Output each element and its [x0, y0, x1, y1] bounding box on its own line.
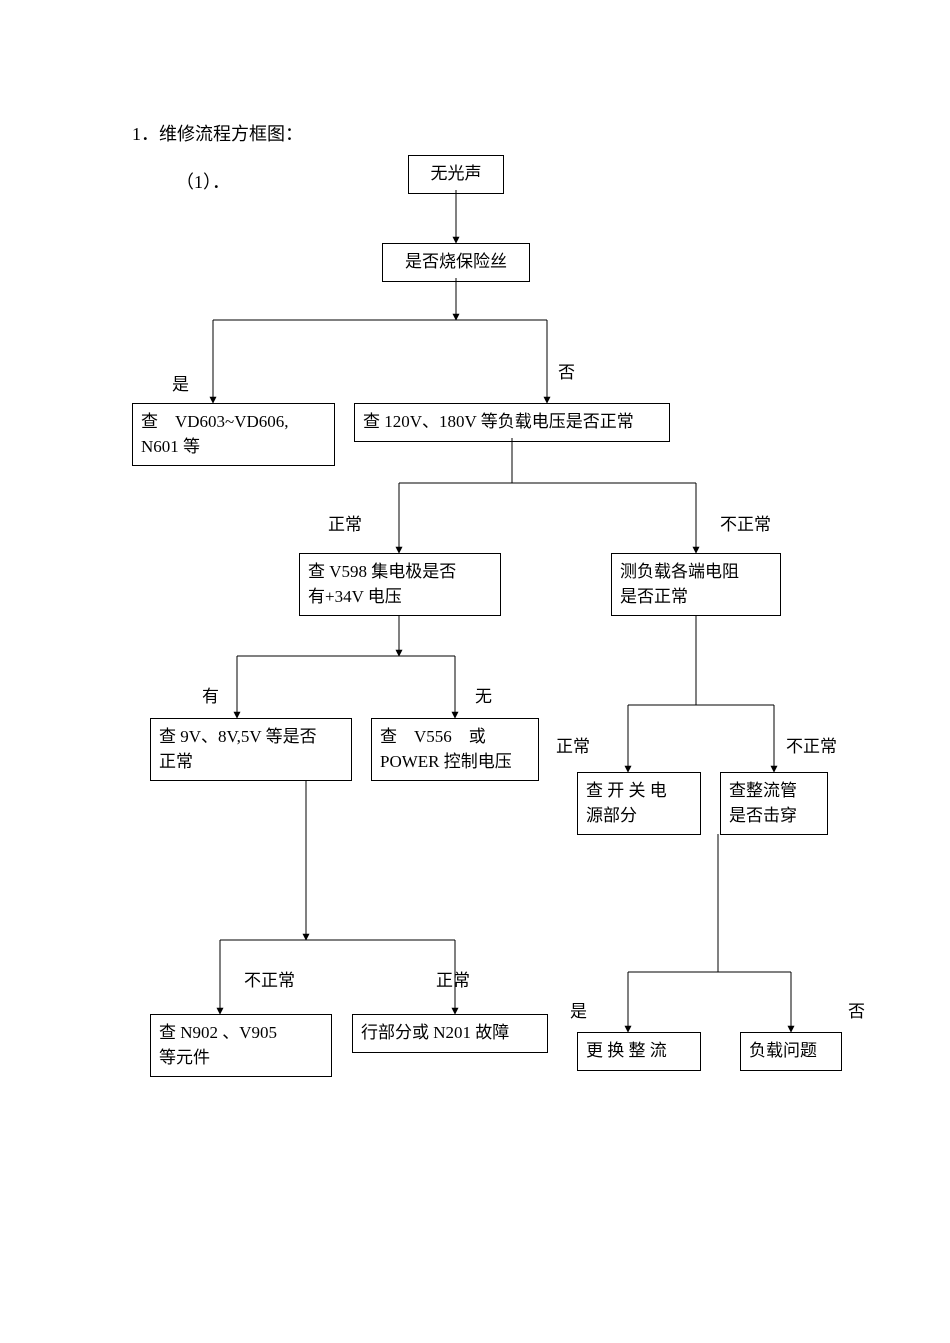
node-v598: 查 V598 集电极是否 有+34V 电压: [299, 553, 501, 616]
label-abn2: 不正常: [786, 732, 837, 757]
node-rectifier: 查整流管 是否击穿: [720, 772, 828, 835]
label-yes2: 是: [570, 997, 587, 1022]
node-vd603-l1: 查 VD603~VD606,: [141, 412, 289, 431]
node-n902-l2: 等元件: [159, 1048, 210, 1067]
node-v556: 查 V556 或 POWER 控制电压: [371, 718, 539, 781]
node-fuse: 是否烧保险丝: [382, 243, 530, 282]
node-rectifier-l2: 是否击穿: [729, 806, 797, 825]
node-load-res-l2: 是否正常: [620, 587, 688, 606]
node-load-res: 测负载各端电阻 是否正常: [611, 553, 781, 616]
node-switch-ps-l1: 查 开 关 电: [586, 781, 667, 800]
label-norm1: 正常: [328, 510, 362, 535]
node-v598-l2: 有+34V 电压: [308, 587, 402, 606]
label-norm2: 正常: [556, 732, 590, 757]
node-n201: 行部分或 N201 故障: [352, 1014, 548, 1053]
page-subtitle: （1）．: [176, 168, 230, 194]
node-9v-l2: 正常: [159, 752, 193, 771]
node-120v: 查 120V、180V 等负载电压是否正常: [354, 403, 670, 442]
node-load-res-l1: 测负载各端电阻: [620, 562, 739, 581]
label-abn1: 不正常: [720, 510, 771, 535]
label-yes1: 是: [172, 370, 189, 395]
node-rectifier-l1: 查整流管: [729, 781, 797, 800]
label-abn3: 不正常: [244, 966, 295, 991]
node-vd603: 查 VD603~VD606, N601 等: [132, 403, 335, 466]
page-title: 1．维修流程方框图：: [132, 120, 303, 146]
node-n902-l1: 查 N902 、V905: [159, 1023, 277, 1042]
node-switch-ps-l2: 源部分: [586, 806, 637, 825]
node-vd603-l2: N601 等: [141, 437, 200, 456]
node-9v: 查 9V、8V,5V 等是否 正常: [150, 718, 352, 781]
node-9v-l1: 查 9V、8V,5V 等是否: [159, 727, 317, 746]
node-start: 无光声: [408, 155, 504, 194]
node-n902: 查 N902 、V905 等元件: [150, 1014, 332, 1077]
node-v556-l1: 查 V556 或: [380, 727, 486, 746]
label-none: 无: [475, 682, 492, 707]
label-no2: 否: [848, 997, 865, 1022]
node-replace-rect: 更 换 整 流: [577, 1032, 701, 1071]
node-switch-ps: 查 开 关 电 源部分: [577, 772, 701, 835]
flowchart-edges: [0, 0, 950, 1343]
node-v598-l1: 查 V598 集电极是否: [308, 562, 456, 581]
label-norm3: 正常: [436, 966, 470, 991]
label-have: 有: [202, 682, 219, 707]
label-no1: 否: [558, 358, 575, 383]
node-load-prob: 负载问题: [740, 1032, 842, 1071]
node-v556-l2: POWER 控制电压: [380, 752, 512, 771]
